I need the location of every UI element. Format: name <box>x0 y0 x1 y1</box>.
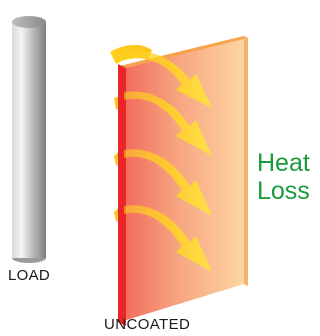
heat-loss-line2: Loss <box>257 177 310 205</box>
load-label: LOAD <box>8 267 51 284</box>
heat-loss-label: Heat Loss <box>257 149 310 205</box>
heat-loss-arrows <box>124 51 212 272</box>
uncoated-label: UNCOATED <box>104 316 191 333</box>
heat-loss-arrow <box>124 205 212 272</box>
load-pipe <box>12 16 46 263</box>
heat-loss-line1: Heat <box>257 149 310 177</box>
heat-loss-arrow <box>126 51 212 108</box>
heat-loss-arrow <box>124 91 212 156</box>
heat-loss-arrow <box>124 149 212 216</box>
